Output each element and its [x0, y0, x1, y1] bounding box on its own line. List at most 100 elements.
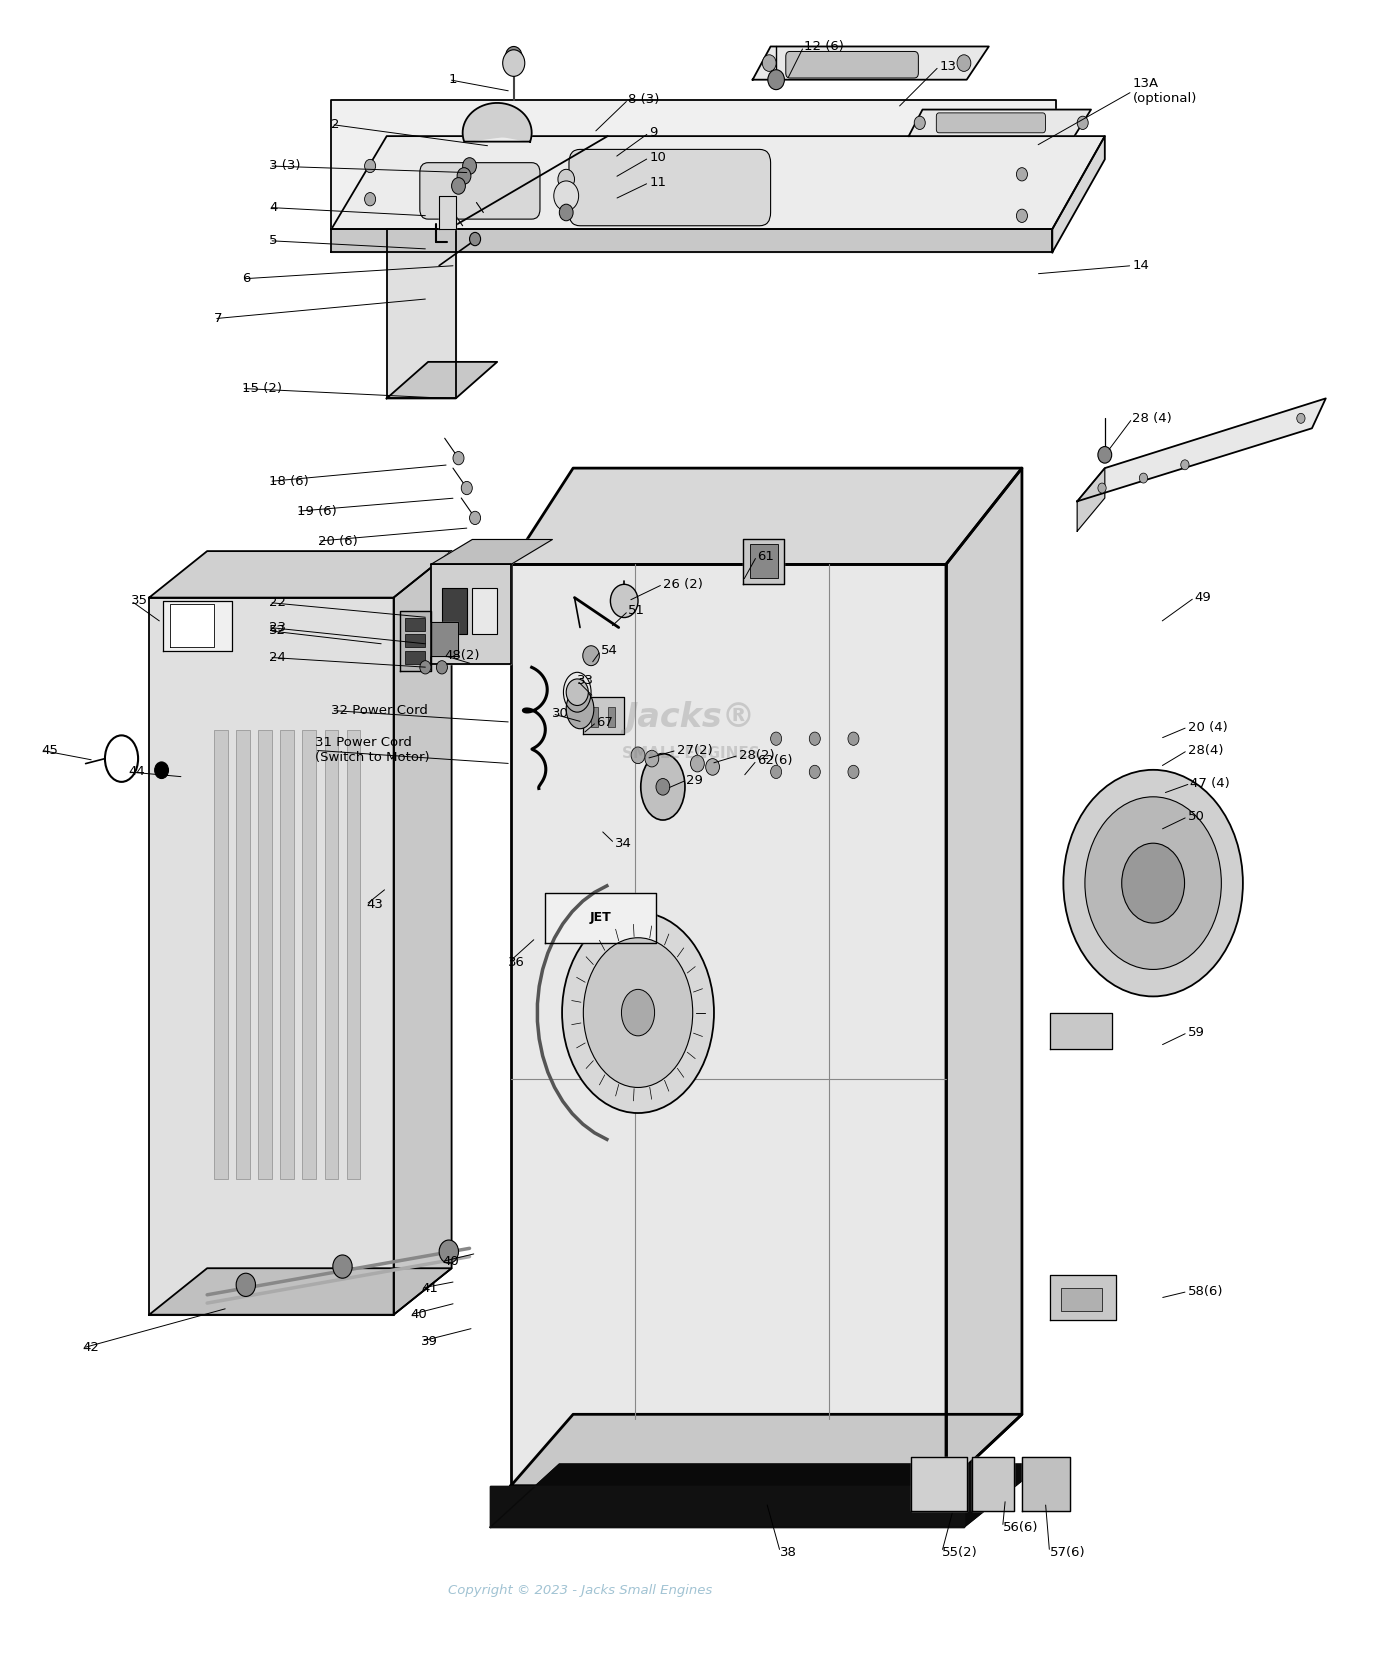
- Text: SMALL ENGINES: SMALL ENGINES: [621, 745, 760, 762]
- Bar: [1061, 1288, 1102, 1311]
- Text: 31 Power Cord
(Switch to Motor): 31 Power Cord (Switch to Motor): [315, 737, 429, 764]
- Circle shape: [554, 181, 579, 211]
- Bar: [258, 730, 272, 1179]
- Bar: [472, 588, 497, 634]
- Text: 49: 49: [1195, 591, 1211, 604]
- Text: 27(2): 27(2): [677, 744, 713, 757]
- Polygon shape: [545, 893, 656, 943]
- Text: 38: 38: [780, 1545, 797, 1559]
- Polygon shape: [511, 564, 946, 1486]
- Text: 44: 44: [128, 765, 145, 779]
- Text: 33: 33: [577, 674, 594, 687]
- Text: 28 (4): 28 (4): [1132, 412, 1172, 425]
- Polygon shape: [490, 1486, 964, 1527]
- Bar: [405, 651, 425, 664]
- Ellipse shape: [566, 689, 594, 729]
- Polygon shape: [394, 551, 452, 1315]
- Circle shape: [809, 732, 820, 745]
- Circle shape: [559, 204, 573, 221]
- Text: 13A
(optional): 13A (optional): [1132, 78, 1197, 105]
- Text: 59: 59: [1188, 1026, 1204, 1039]
- Bar: [302, 730, 316, 1179]
- Text: 5: 5: [269, 234, 278, 247]
- Text: 54: 54: [601, 644, 617, 657]
- Polygon shape: [170, 604, 214, 647]
- Text: Copyright © 2023 - Jacks Small Engines: Copyright © 2023 - Jacks Small Engines: [447, 1584, 713, 1597]
- Circle shape: [503, 50, 525, 76]
- Text: 52: 52: [269, 624, 286, 637]
- Polygon shape: [1052, 136, 1105, 252]
- Text: 40: 40: [410, 1308, 427, 1321]
- Text: 36: 36: [508, 956, 525, 969]
- Text: 6: 6: [242, 272, 250, 286]
- Text: 22: 22: [269, 596, 286, 609]
- Circle shape: [848, 765, 859, 779]
- Bar: [608, 707, 615, 727]
- FancyBboxPatch shape: [936, 113, 1045, 133]
- Text: 14: 14: [1132, 259, 1149, 272]
- Bar: [442, 588, 467, 634]
- Text: 48(2): 48(2): [445, 649, 481, 662]
- Bar: [325, 730, 338, 1179]
- Polygon shape: [753, 46, 989, 80]
- Text: 30: 30: [552, 707, 569, 720]
- Polygon shape: [911, 1457, 967, 1511]
- Circle shape: [771, 765, 782, 779]
- Circle shape: [452, 178, 465, 194]
- Text: 20 (6): 20 (6): [318, 535, 358, 548]
- Bar: [750, 544, 778, 578]
- Bar: [591, 707, 598, 727]
- Bar: [347, 730, 360, 1179]
- Polygon shape: [511, 468, 1022, 564]
- Circle shape: [470, 232, 481, 246]
- Polygon shape: [431, 540, 552, 564]
- Bar: [405, 618, 425, 631]
- Circle shape: [690, 755, 704, 772]
- Polygon shape: [1022, 1457, 1070, 1511]
- Circle shape: [610, 584, 638, 618]
- Text: 28(2): 28(2): [739, 749, 775, 762]
- Text: 4: 4: [269, 201, 278, 214]
- Circle shape: [1181, 460, 1189, 470]
- Text: 13: 13: [939, 60, 956, 73]
- Circle shape: [420, 661, 431, 674]
- Polygon shape: [387, 362, 497, 398]
- Circle shape: [656, 779, 670, 795]
- Circle shape: [236, 1273, 255, 1296]
- Circle shape: [1297, 413, 1305, 423]
- Circle shape: [1016, 168, 1027, 181]
- Polygon shape: [400, 611, 431, 671]
- Text: 28(4): 28(4): [1188, 744, 1224, 757]
- Circle shape: [848, 732, 859, 745]
- Text: 47 (4): 47 (4): [1190, 777, 1230, 790]
- Ellipse shape: [641, 754, 685, 820]
- Polygon shape: [463, 103, 532, 141]
- Polygon shape: [743, 540, 784, 584]
- Bar: [236, 730, 250, 1179]
- Polygon shape: [149, 551, 452, 598]
- Circle shape: [762, 55, 776, 71]
- Text: 18 (6): 18 (6): [269, 475, 309, 488]
- Text: 2: 2: [331, 118, 340, 131]
- Text: 62(6): 62(6): [757, 754, 793, 767]
- Text: 55(2): 55(2): [942, 1545, 978, 1559]
- Text: 10: 10: [649, 151, 666, 164]
- Bar: [214, 730, 228, 1179]
- Text: 50: 50: [1188, 810, 1204, 823]
- FancyBboxPatch shape: [786, 51, 918, 78]
- Text: 40: 40: [442, 1255, 458, 1268]
- Polygon shape: [1050, 1275, 1116, 1320]
- Ellipse shape: [562, 911, 714, 1114]
- Polygon shape: [387, 229, 456, 398]
- Circle shape: [436, 661, 447, 674]
- Ellipse shape: [583, 938, 693, 1087]
- Circle shape: [558, 169, 574, 189]
- Polygon shape: [431, 622, 458, 656]
- Polygon shape: [149, 598, 394, 1315]
- Text: 57(6): 57(6): [1050, 1545, 1085, 1559]
- Circle shape: [809, 765, 820, 779]
- Circle shape: [768, 70, 784, 90]
- Polygon shape: [431, 564, 511, 664]
- Text: 41: 41: [421, 1282, 438, 1295]
- Circle shape: [1098, 447, 1112, 463]
